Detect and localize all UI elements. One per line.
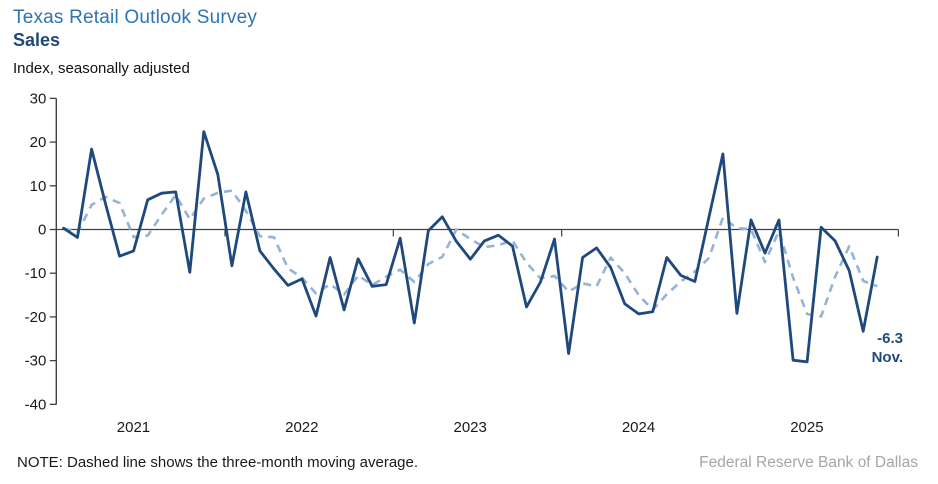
y-tick-label: -10	[25, 265, 47, 282]
y-tick-label: 30	[30, 90, 47, 107]
y-tick-label: 0	[38, 222, 46, 239]
x-axis-year-label: 2023	[453, 419, 486, 436]
y-tick-label: -40	[25, 396, 47, 413]
latest-value-annotation: -6.3 Nov.	[826, 329, 903, 367]
annotation-month: Nov.	[871, 349, 903, 366]
x-axis-year-label: 2022	[285, 419, 318, 436]
y-tick-label: -30	[25, 353, 47, 370]
source-text: Federal Reserve Bank of Dallas	[699, 454, 918, 471]
sales-line	[62, 130, 879, 364]
page-title: Texas Retail Outlook Survey	[13, 7, 258, 28]
y-tick-label: 20	[30, 134, 47, 151]
x-axis-year-label: 2024	[622, 419, 655, 436]
annotation-value: -6.3	[877, 330, 903, 347]
y-tick-label: -20	[25, 309, 47, 326]
y-tick-label: 10	[30, 178, 47, 195]
note-text: NOTE: Dashed line shows the three-month …	[17, 454, 419, 471]
axis-units-label: Index, seasonally adjusted	[13, 60, 190, 77]
x-axis-year-label: 2025	[790, 419, 823, 436]
page-subtitle: Sales	[13, 30, 61, 50]
moving-average-line	[63, 189, 878, 318]
x-axis-year-label: 2021	[117, 419, 150, 436]
